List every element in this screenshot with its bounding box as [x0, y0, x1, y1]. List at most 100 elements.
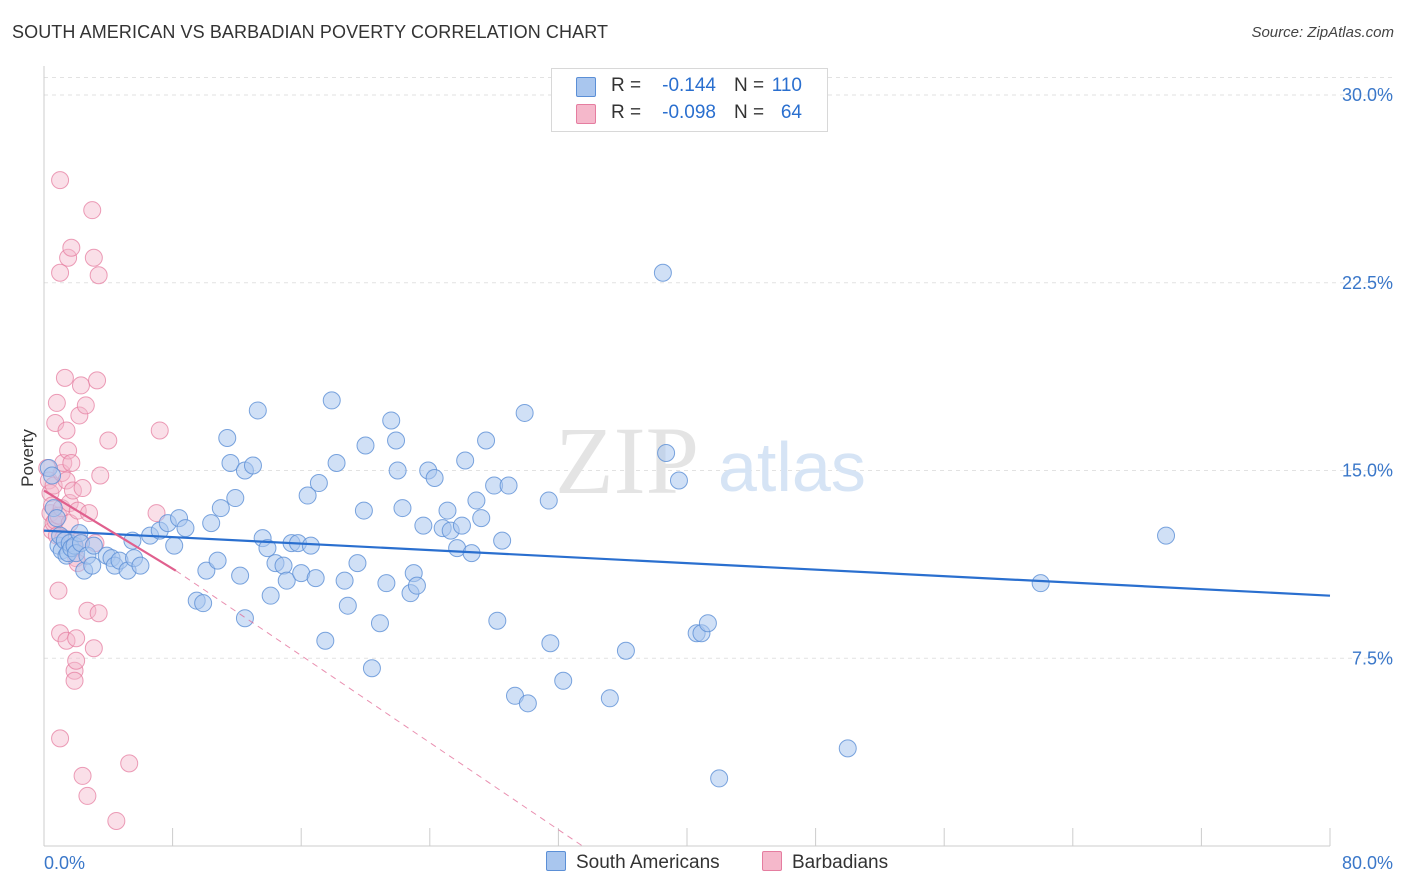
barbadian-point: [57, 421, 76, 440]
south-american-point: [165, 536, 184, 555]
barbadian-point: [99, 431, 118, 450]
south-american-point: [298, 486, 317, 505]
south-american-point: [316, 631, 335, 650]
barbadian-point: [46, 413, 65, 432]
barbadian-point: [65, 671, 84, 690]
legend-n-label: N =: [734, 75, 765, 96]
legend-n-value: 110: [771, 75, 802, 96]
south-american-point: [425, 469, 444, 488]
south-american-point: [306, 569, 325, 588]
y-tick-label: 15.0%: [1342, 461, 1393, 481]
legend-n-label: N =: [734, 102, 765, 123]
south-american-point: [348, 554, 367, 573]
south-american-point: [499, 476, 518, 495]
south-american-point: [221, 454, 240, 473]
south-american-point: [600, 689, 619, 708]
south-american-point: [362, 659, 381, 678]
barbadian-point: [49, 581, 68, 600]
south-americans-points: [39, 263, 1176, 788]
barbadian-point: [67, 651, 86, 670]
barbadian-point: [78, 601, 97, 620]
south-american-point: [657, 443, 676, 462]
legend-n-value: 64: [780, 102, 802, 123]
legend-item-barbadians[interactable]: Barbadians: [762, 851, 888, 874]
source-label: Source: ZipAtlas.com: [1251, 24, 1394, 41]
barbadian-point: [55, 368, 74, 387]
barbadian-point: [147, 504, 166, 523]
south-american-point: [309, 474, 328, 493]
barbadian-point: [89, 604, 108, 623]
y-axis-label: Poverty: [18, 429, 37, 487]
pink-swatch: [762, 851, 782, 871]
south-american-point: [197, 561, 216, 580]
south-american-point: [235, 609, 254, 628]
south-american-point: [456, 451, 475, 470]
south-american-point: [414, 516, 433, 535]
chart-title: SOUTH AMERICAN VS BARBADIAN POVERTY CORR…: [12, 22, 609, 42]
legend-item-south-americans[interactable]: South Americans: [546, 851, 720, 874]
barbadian-point: [91, 466, 110, 485]
south-american-point: [488, 611, 507, 630]
south-american-point: [616, 641, 635, 660]
south-american-point: [356, 436, 375, 455]
barbadian-point: [51, 263, 70, 282]
south-american-point: [327, 454, 346, 473]
barbadian-point: [76, 396, 95, 415]
legend-label: Barbadians: [792, 852, 889, 873]
barbadian-point: [70, 406, 89, 425]
barbadian-point: [107, 811, 126, 830]
barbadian-point: [62, 238, 81, 257]
barbadian-point: [73, 766, 92, 785]
barbadian-point: [67, 629, 86, 648]
south-american-point: [176, 519, 195, 538]
south-american-point: [838, 739, 857, 758]
barbadian-point: [73, 479, 92, 498]
south-american-point: [387, 431, 406, 450]
south-american-point: [698, 614, 717, 633]
barbadian-point: [83, 201, 102, 220]
south-american-point: [554, 671, 573, 690]
barbadian-point: [88, 371, 107, 390]
south-american-point: [467, 491, 486, 510]
south-american-point: [669, 471, 688, 490]
legend-r-value: -0.098: [662, 102, 716, 123]
south-american-point: [541, 634, 560, 653]
blue-swatch: [546, 851, 566, 871]
south-american-point: [243, 456, 262, 475]
south-american-point: [518, 694, 537, 713]
south-american-point: [84, 536, 103, 555]
south-american-point: [277, 571, 296, 590]
south-american-point: [407, 576, 426, 595]
south-american-point: [274, 556, 293, 575]
barbadian-point: [84, 248, 103, 267]
barbadian-point: [150, 421, 169, 440]
trend-lines: [43, 489, 1331, 847]
legend-r-label: R =: [611, 102, 642, 123]
watermark-zip: ZIP: [555, 407, 699, 514]
south-american-point: [382, 411, 401, 430]
legend-label: South Americans: [576, 852, 720, 873]
legend-r-label: R =: [611, 75, 642, 96]
south-american-point: [211, 499, 230, 518]
south-american-point: [438, 501, 457, 520]
south-american-point: [248, 401, 267, 420]
south-american-point: [653, 263, 672, 282]
south-americans-trend-line: [43, 529, 1331, 597]
legend-r-value: -0.144: [662, 75, 716, 96]
south-american-point: [322, 391, 341, 410]
south-american-point: [47, 509, 66, 528]
south-american-point: [393, 499, 412, 518]
south-american-point: [218, 428, 237, 447]
y-tick-label: 30.0%: [1342, 85, 1393, 105]
barbadians-trend-line: [43, 489, 177, 572]
south-american-point: [194, 594, 213, 613]
south-american-point: [226, 489, 245, 508]
x-tick-label-max: 80.0%: [1342, 853, 1393, 873]
y-tick-label: 7.5%: [1352, 648, 1393, 668]
barbadian-point: [59, 248, 78, 267]
barbadian-point: [51, 729, 70, 748]
barbadian-point: [51, 171, 70, 190]
barbadian-point: [47, 393, 66, 412]
y-tick-label: 22.5%: [1342, 273, 1393, 293]
